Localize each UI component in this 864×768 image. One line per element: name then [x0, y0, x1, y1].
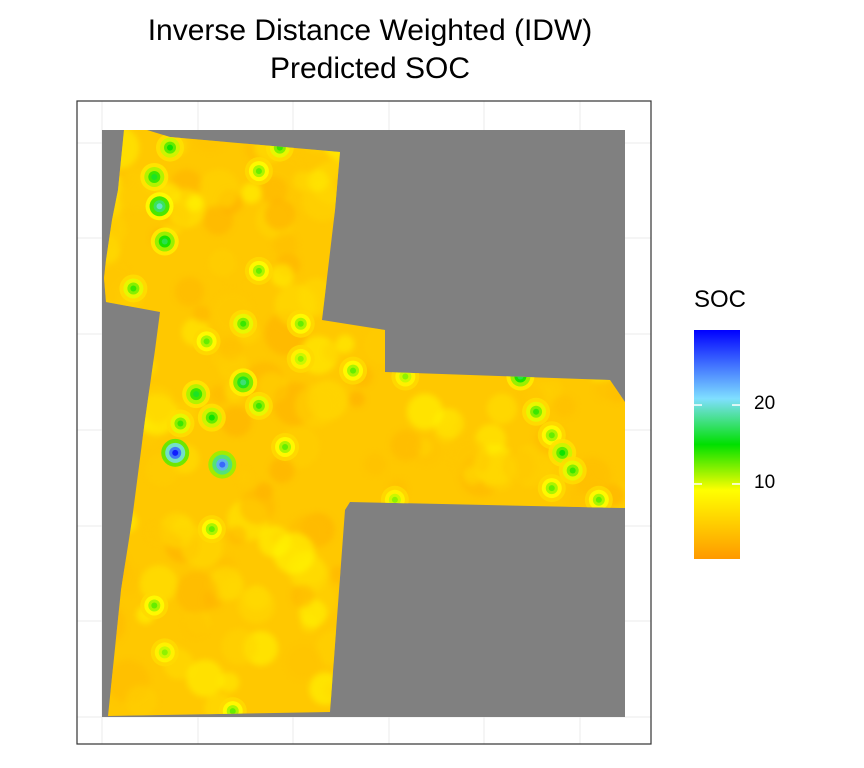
surface-cell: [209, 385, 229, 404]
surface-cell: [221, 628, 258, 665]
soc-hotspot: [286, 309, 315, 338]
surface-cell: [269, 457, 295, 484]
surface-cell: [237, 586, 276, 624]
surface-cell: [306, 169, 329, 192]
chart-title: Inverse Distance Weighted (IDW): [147, 14, 593, 47]
surface-cell: [463, 466, 482, 485]
soc-hotspot: [286, 344, 315, 373]
surface-cell: [239, 488, 276, 525]
surface-cell: [450, 438, 490, 478]
soc-hotspot: [244, 157, 273, 186]
surface-cell: [295, 384, 338, 427]
surface-cell: [363, 453, 386, 476]
soc-hotspot: [140, 162, 169, 191]
surface-cell: [593, 379, 615, 401]
surface-cell: [270, 264, 294, 287]
surface-cell: [553, 394, 576, 418]
surface-cell: [301, 180, 344, 222]
chart-subtitle: Predicted SOC: [269, 52, 471, 85]
soc-hotspot: [584, 485, 613, 514]
soc-hotspot: [182, 380, 211, 409]
surface-cell: [186, 659, 224, 697]
surface-cell: [292, 171, 313, 192]
surface-cell: [146, 522, 168, 544]
surface-cell: [258, 525, 291, 558]
soc-hotspot: [229, 368, 258, 397]
surface-cell: [286, 644, 322, 680]
soc-hotspot: [197, 515, 226, 544]
surface-cell: [184, 613, 209, 638]
soc-hotspot: [558, 456, 587, 485]
surface-cell: [272, 232, 298, 258]
soc-hotspot: [271, 432, 300, 461]
surface-cell: [235, 468, 252, 485]
surface-cell: [175, 571, 218, 614]
soc-hotspot: [339, 356, 368, 385]
soc-hotspot: [166, 409, 195, 438]
surface-cell: [220, 406, 252, 437]
surface-cell: [227, 525, 247, 545]
legend-tick-label: 10: [754, 471, 776, 493]
surface-cell: [219, 336, 243, 360]
surface-cell: [348, 391, 365, 408]
legend-colorbar: [694, 330, 740, 559]
soc-hotspot: [155, 133, 184, 162]
surface-cell: [219, 672, 240, 693]
soc-hotspot: [197, 403, 226, 432]
soc-hotspot: [192, 327, 221, 356]
soc-hotspot: [522, 397, 551, 426]
surface-cell: [486, 393, 518, 424]
surface-cell: [509, 444, 552, 487]
soc-hotspot: [145, 192, 174, 221]
soc-hotspot: [150, 638, 179, 667]
surface-cell: [290, 584, 315, 608]
soc-hotspot: [229, 309, 258, 338]
soc-hotspot: [218, 697, 247, 716]
surface-cell: [544, 379, 564, 399]
surface-cell: [192, 305, 211, 323]
surface-cell: [390, 429, 422, 462]
panel-border: [76, 100, 652, 745]
surface-cell: [202, 204, 234, 235]
surface-cell: [125, 685, 158, 716]
surface-cell: [406, 393, 444, 430]
surface-cell: [208, 248, 237, 277]
surface-cell: [264, 199, 296, 231]
surface-cell: [479, 453, 518, 491]
surface-cell: [174, 276, 205, 307]
surface-cell: [259, 176, 288, 204]
surface-cell: [336, 334, 355, 354]
legend-tick-label: 20: [754, 393, 776, 415]
soc-hotspot: [244, 391, 273, 420]
soc-hotspot: [161, 438, 190, 467]
soc-hotspot: [140, 591, 169, 620]
soc-hotspot: [244, 256, 273, 285]
surface-cell: [241, 183, 262, 204]
soc-hotspot: [150, 227, 179, 256]
surface-cell: [186, 194, 204, 212]
soc-hotspot: [119, 274, 148, 303]
soc-hotspot: [208, 450, 237, 479]
surface-cell: [198, 169, 240, 210]
soc-hotspot: [537, 474, 566, 503]
legend-title: SOC: [694, 286, 747, 313]
